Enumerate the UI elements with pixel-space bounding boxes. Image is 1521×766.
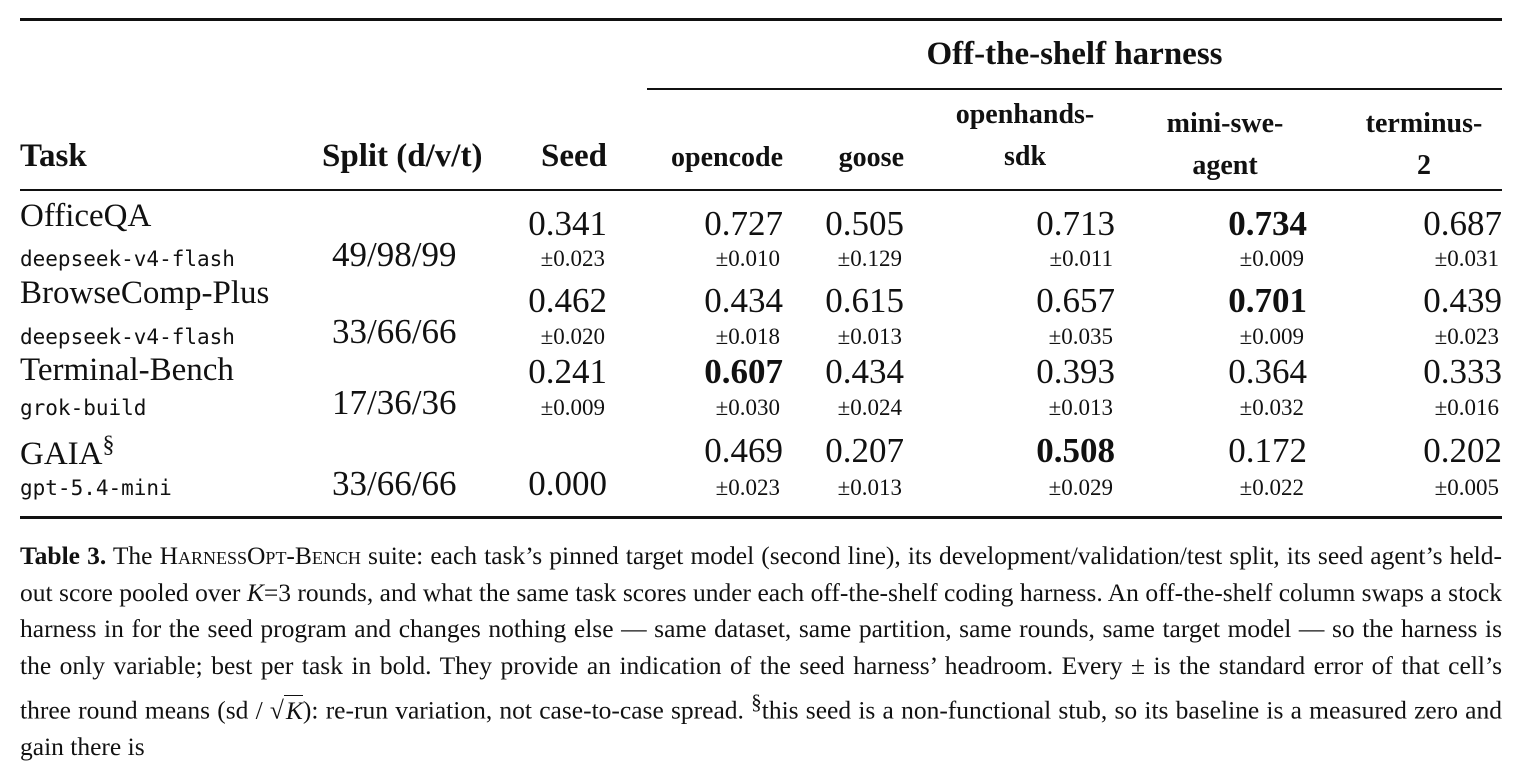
column-header-terminus-line1: terminus-: [1365, 108, 1483, 139]
sqrt-k-symbol: K: [283, 694, 303, 725]
terminus-score: 0.202: [1423, 431, 1502, 470]
terminus-score: 0.687: [1423, 204, 1502, 243]
openhands-stderr: ±0.035: [1048, 324, 1113, 349]
caption-text: suite: each task’s pinned target model (…: [20, 541, 1503, 607]
column-header-miniswe-line1: mini-swe-: [1166, 108, 1284, 139]
header-bottom-rule: [20, 189, 1502, 191]
openhands-score-best: 0.508: [1036, 431, 1115, 470]
column-header-opencode: opencode: [671, 142, 783, 173]
goose-score: 0.434: [825, 352, 904, 391]
seed-stderr: ±0.009: [540, 395, 605, 420]
footnote-mark: §: [751, 690, 762, 714]
openhands-score: 0.657: [1036, 281, 1115, 320]
column-header-openhands: openhands- sdk: [930, 94, 1120, 178]
openhands-stderr: ±0.029: [1048, 475, 1113, 500]
opencode-score-best: 0.607: [704, 352, 783, 391]
openhands-score: 0.713: [1036, 204, 1115, 243]
target-model: gpt-5.4-mini: [20, 476, 172, 500]
table-bottom-rule: [20, 516, 1502, 519]
target-model: deepseek-v4-flash: [20, 247, 235, 271]
seed-stderr: ±0.020: [540, 324, 605, 349]
seed-score: 0.000: [528, 464, 607, 503]
miniswe-stderr: ±0.032: [1239, 395, 1304, 420]
seed-stderr: ±0.023: [540, 246, 605, 271]
seed-score: 0.241: [528, 352, 607, 391]
footnote-mark: §: [102, 432, 115, 458]
goose-score: 0.207: [825, 431, 904, 470]
opencode-score: 0.469: [704, 431, 783, 470]
seed-score: 0.462: [528, 281, 607, 320]
miniswe-score-best: 0.734: [1228, 204, 1307, 243]
column-header-miniswe: mini-swe- agent: [1140, 103, 1310, 187]
goose-stderr: ±0.024: [837, 395, 902, 420]
column-header-goose: goose: [838, 142, 904, 173]
goose-stderr: ±0.129: [837, 246, 902, 271]
miniswe-score: 0.172: [1228, 431, 1307, 470]
column-header-split: Split (d/v/t): [322, 138, 483, 174]
column-header-seed: Seed: [541, 138, 607, 174]
openhands-score: 0.393: [1036, 352, 1115, 391]
goose-stderr: ±0.013: [837, 324, 902, 349]
terminus-stderr: ±0.023: [1434, 324, 1499, 349]
miniswe-score-best: 0.701: [1228, 281, 1307, 320]
opencode-stderr: ±0.010: [715, 246, 780, 271]
target-model: deepseek-v4-flash: [20, 325, 235, 349]
opencode-score: 0.434: [704, 281, 783, 320]
task-name: BrowseComp-Plus: [20, 275, 270, 311]
split-value: 17/36/36: [332, 383, 457, 422]
task-name: OfficeQA: [20, 198, 152, 234]
opencode-stderr: ±0.018: [715, 324, 780, 349]
target-model: grok-build: [20, 396, 147, 420]
column-header-openhands-line2: sdk: [1003, 141, 1047, 172]
task-name: Terminal-Bench: [20, 352, 234, 388]
openhands-stderr: ±0.011: [1049, 246, 1113, 271]
column-header-miniswe-line2: agent: [1192, 150, 1258, 181]
column-header-task: Task: [20, 138, 87, 174]
openhands-stderr: ±0.013: [1048, 395, 1113, 420]
group-header-rule: [647, 88, 1502, 90]
terminus-score: 0.439: [1423, 281, 1502, 320]
group-header: Off-the-shelf harness: [926, 36, 1223, 72]
suite-name: HarnessOpt-Bench: [159, 541, 361, 570]
caption-label: Table 3.: [20, 541, 107, 570]
seed-score: 0.341: [528, 204, 607, 243]
sqrt-symbol: √: [269, 695, 284, 725]
column-header-openhands-line1: openhands-: [955, 99, 1095, 130]
terminus-stderr: ±0.031: [1434, 246, 1499, 271]
goose-score: 0.615: [825, 281, 904, 320]
opencode-stderr: ±0.030: [715, 395, 780, 420]
terminus-stderr: ±0.016: [1434, 395, 1499, 420]
column-header-terminus-line2: 2: [1417, 150, 1431, 181]
opencode-score: 0.727: [704, 204, 783, 243]
terminus-stderr: ±0.005: [1434, 475, 1499, 500]
table-top-rule: [20, 18, 1502, 21]
miniswe-stderr: ±0.009: [1239, 324, 1304, 349]
column-header-terminus: terminus- 2: [1336, 103, 1512, 187]
task-name: GAIA§: [20, 432, 114, 473]
task-name-text: GAIA: [20, 436, 103, 472]
split-value: 33/66/66: [332, 312, 457, 351]
caption-text: =3 rounds, and what the same task scores…: [20, 577, 1502, 725]
split-value: 33/66/66: [332, 464, 457, 503]
goose-stderr: ±0.013: [837, 475, 902, 500]
terminus-score: 0.333: [1423, 352, 1502, 391]
split-value: 49/98/99: [332, 235, 457, 274]
table-caption: Table 3. The HarnessOpt-Bench suite: eac…: [20, 538, 1502, 766]
caption-text: The: [106, 541, 160, 570]
opencode-stderr: ±0.023: [715, 475, 780, 500]
goose-score: 0.505: [825, 204, 904, 243]
caption-text: ): re-run variation, not case-to-case sp…: [302, 695, 752, 725]
miniswe-score: 0.364: [1228, 352, 1307, 391]
miniswe-stderr: ±0.022: [1239, 475, 1304, 500]
miniswe-stderr: ±0.009: [1239, 246, 1304, 271]
k-symbol: K: [246, 577, 264, 607]
